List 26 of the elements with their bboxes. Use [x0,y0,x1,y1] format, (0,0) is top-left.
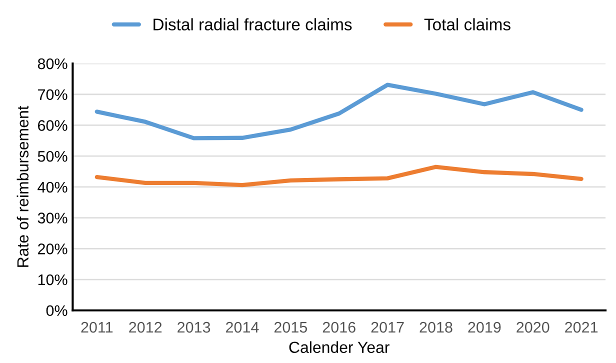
line-series [94,164,584,188]
x-tick-label: 2015 [274,322,308,333]
y-tick-label: 60% [38,120,68,131]
y-tick-label: 30% [38,212,68,224]
x-tick-label: 2017 [371,322,404,333]
x-tick-label: 2020 [516,322,550,333]
x-tick-label: 2014 [226,322,259,333]
y-tick-label: 50% [38,150,68,162]
y-tick-label: 10% [38,274,68,286]
x-tick-label: 2013 [178,322,210,333]
line-series [94,82,584,140]
x-tick-label: 2018 [420,322,452,333]
x-tick-label: 2011 [81,322,113,333]
y-tick-label: 0% [46,305,68,316]
y-tick-label: 70% [38,89,68,100]
y-axis-title: Rate of reimbursement [16,106,29,267]
x-tick-label: 2012 [129,322,162,333]
legend-label: Total claims [424,18,510,30]
y-tick-label: 40% [38,182,68,193]
x-tick-label: 2019 [468,322,501,333]
x-tick-label: 2021 [565,322,598,333]
x-tick-label: 2016 [322,322,356,333]
legend-label: Distal radial fracture claims [154,18,352,30]
y-tick-label: 80% [38,58,68,70]
y-tick-label: 20% [38,244,68,254]
x-axis-title: Calender Year [289,341,390,354]
